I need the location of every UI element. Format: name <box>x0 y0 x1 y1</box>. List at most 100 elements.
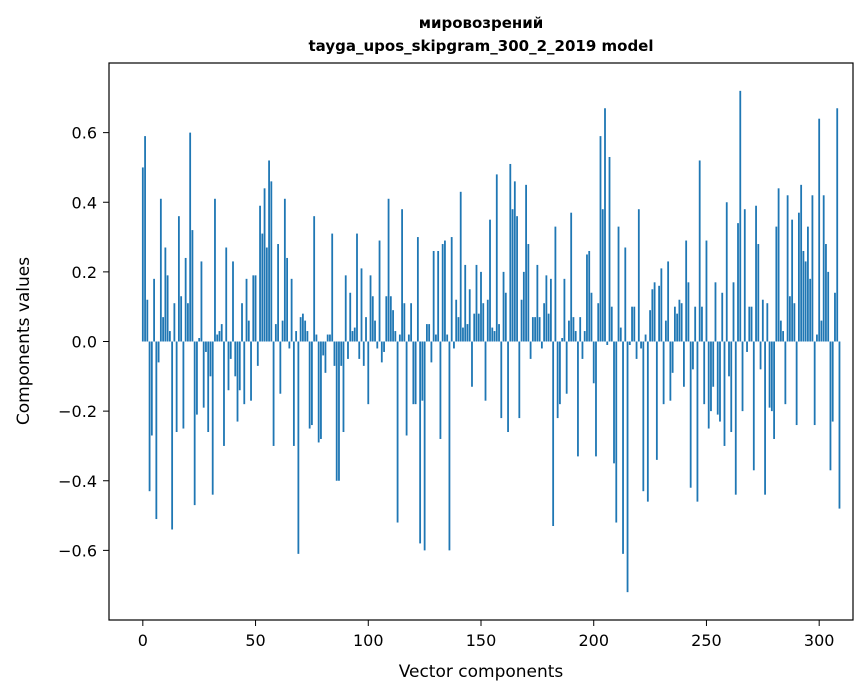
bar <box>473 313 476 342</box>
bar <box>669 341 672 401</box>
bar <box>705 240 708 342</box>
bar <box>646 341 649 502</box>
bar <box>157 341 160 363</box>
bar <box>462 327 464 342</box>
bar <box>642 341 645 492</box>
bars-group <box>141 90 841 593</box>
bar <box>802 250 805 342</box>
bar <box>425 324 428 342</box>
y-axis-label: Components values <box>14 257 34 425</box>
bar <box>633 306 636 342</box>
bar <box>223 341 225 446</box>
bar <box>301 313 304 342</box>
bar <box>333 341 336 366</box>
bar <box>820 320 823 342</box>
bar <box>173 303 176 342</box>
bar <box>601 209 604 342</box>
x-tick-label: 0 <box>138 631 148 650</box>
bar <box>459 191 462 342</box>
bar <box>277 244 279 342</box>
bar <box>631 306 633 342</box>
bar <box>340 341 343 366</box>
bar <box>829 341 832 471</box>
bar <box>610 306 613 342</box>
bar <box>374 320 376 342</box>
bar <box>428 324 431 342</box>
bar <box>590 292 593 342</box>
bar <box>150 341 153 436</box>
bar <box>619 327 622 342</box>
bar <box>229 341 232 359</box>
bar <box>389 296 392 342</box>
bar <box>822 195 825 342</box>
bar <box>685 240 688 342</box>
bar <box>764 341 766 495</box>
bar <box>531 317 534 342</box>
bar <box>180 296 183 342</box>
bar <box>141 167 144 342</box>
bar <box>622 341 624 554</box>
bar <box>786 195 789 342</box>
bar <box>714 282 717 342</box>
bar <box>716 341 719 415</box>
bar <box>581 341 584 359</box>
bar <box>216 334 219 342</box>
bar <box>220 324 223 342</box>
x-axis-label: Vector components <box>399 662 564 682</box>
bar <box>250 341 252 401</box>
bar <box>813 341 816 426</box>
bar <box>283 198 286 342</box>
bar <box>536 264 539 342</box>
bar <box>168 331 171 342</box>
bar <box>809 278 812 342</box>
bar <box>191 230 194 342</box>
bar <box>592 341 595 384</box>
bar <box>728 341 730 377</box>
bar <box>315 334 318 342</box>
bar <box>322 341 325 356</box>
bar <box>707 341 710 429</box>
bar <box>225 247 228 342</box>
bar <box>552 341 555 527</box>
bar <box>520 299 523 342</box>
bar <box>392 310 394 342</box>
bar <box>387 198 390 342</box>
bar <box>599 136 602 342</box>
bar <box>784 341 787 405</box>
bar <box>313 216 316 342</box>
bar <box>565 341 568 394</box>
bar <box>752 341 755 471</box>
bar <box>155 341 158 520</box>
bar <box>658 285 661 342</box>
bar <box>545 275 548 342</box>
bar <box>617 226 620 342</box>
bar <box>209 341 212 377</box>
bar <box>635 341 638 359</box>
bar <box>495 174 498 342</box>
bar <box>241 303 243 342</box>
x-tick-label: 150 <box>466 631 497 650</box>
bar <box>721 292 724 342</box>
bar <box>797 212 800 342</box>
bar <box>351 331 354 342</box>
bar <box>759 341 762 370</box>
bar <box>450 237 453 342</box>
bar <box>268 160 270 342</box>
bar <box>272 341 275 446</box>
bar <box>453 341 455 349</box>
bar <box>146 299 149 342</box>
bar <box>211 341 214 495</box>
bar <box>500 341 503 419</box>
bar <box>701 306 703 342</box>
bar <box>320 341 322 439</box>
bar <box>444 240 446 342</box>
bar <box>419 341 422 544</box>
bar <box>807 226 809 342</box>
bar <box>775 226 778 342</box>
bar <box>329 334 331 342</box>
bar <box>655 341 658 460</box>
bar <box>189 132 192 342</box>
bar <box>164 247 167 342</box>
bar <box>579 317 582 342</box>
bar <box>692 341 694 370</box>
